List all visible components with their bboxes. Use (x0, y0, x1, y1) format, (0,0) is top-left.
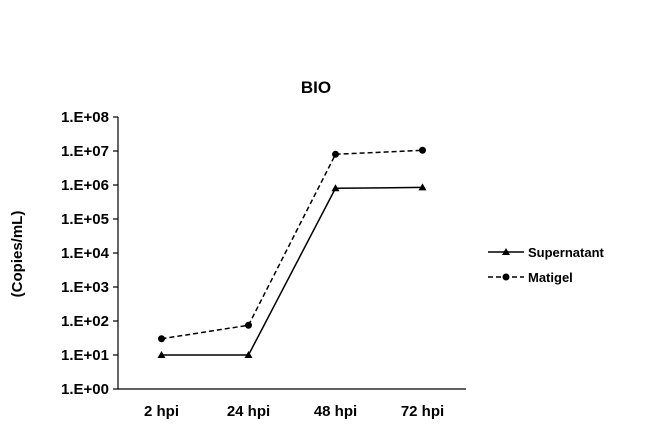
legend: Supernatant Matigel (488, 245, 605, 285)
y-tick-label: 1.E+07 (61, 143, 109, 160)
y-tick-label: 1.E+03 (61, 279, 109, 296)
series-matigel (158, 146, 426, 343)
legend-item: Supernatant (488, 245, 605, 260)
y-tick-label: 1.E+00 (61, 381, 109, 398)
x-tick-label: 72 hpi (401, 403, 444, 420)
data-point (157, 351, 166, 358)
data-point (158, 335, 165, 343)
x-tick-label: 24 hpi (227, 403, 270, 420)
data-point (332, 150, 339, 158)
series-line (161, 186, 423, 356)
series-layer (157, 146, 427, 358)
y-axis-label: (Copies/mL) (9, 211, 26, 298)
legend-label: Supernatant (528, 245, 605, 260)
y-axis-ticks: 1.E+00 1.E+01 1.E+02 1.E+03 1.E+04 1.E+05 1.E+… (61, 109, 118, 398)
data-point (419, 146, 426, 154)
chart-title: BIO (301, 78, 331, 97)
y-tick-label: 1.E+01 (61, 347, 109, 364)
series-line (161, 149, 423, 340)
legend-item: Matigel (488, 270, 573, 285)
data-point (244, 351, 253, 358)
legend-label: Matigel (528, 270, 573, 285)
legend-marker (502, 248, 510, 255)
x-tick-label: 2 hpi (144, 403, 179, 420)
y-tick-label: 1.E+06 (61, 177, 109, 194)
y-tick-label: 1.E+02 (61, 313, 109, 330)
y-tick-label: 1.E+05 (61, 211, 109, 228)
y-tick-label: 1.E+08 (61, 109, 109, 126)
x-tick-label: 48 hpi (314, 403, 357, 420)
data-point (418, 183, 427, 191)
legend-marker (502, 273, 510, 281)
x-axis-ticks: 2 hpi 24 hpi 48 hpi 72 hpi (144, 403, 444, 420)
data-point (245, 321, 252, 329)
data-point (331, 184, 340, 192)
series-supernatant (157, 183, 427, 358)
y-tick-label: 1.E+04 (61, 245, 110, 262)
